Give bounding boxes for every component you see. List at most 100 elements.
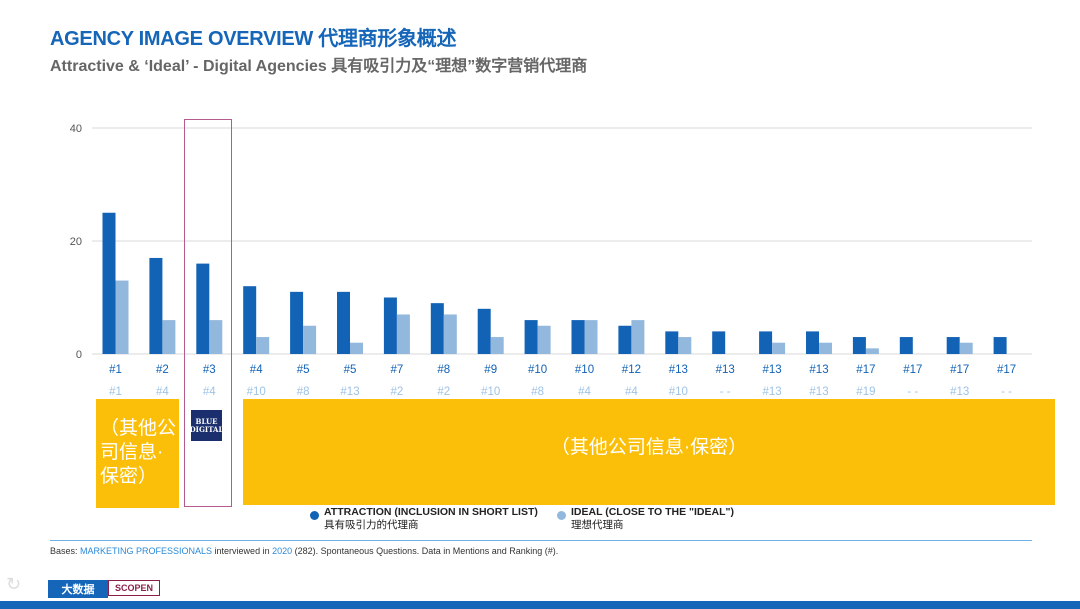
bar-attraction: [524, 320, 538, 354]
bar-ideal: [631, 320, 645, 354]
attraction-rank-label: #17: [950, 364, 969, 376]
bar-attraction: [852, 337, 866, 354]
bar-attraction: [477, 308, 491, 354]
bases-group: MARKETING PROFESSIONALS: [80, 546, 213, 556]
ideal-rank-label: #1: [109, 386, 122, 398]
bases-middle: interviewed in: [212, 546, 273, 556]
attraction-rank-label: #17: [997, 364, 1016, 376]
ideal-rank-label: #2: [391, 386, 404, 398]
bar-ideal: [350, 342, 363, 354]
y-tick-label: 40: [70, 123, 82, 135]
legend-attraction: ATTRACTION (INCLUSION IN SHORT LIST) 具有吸…: [310, 506, 538, 532]
bases-year: 2020: [272, 546, 293, 556]
bar-attraction: [430, 303, 444, 354]
ideal-rank-label: - -: [1001, 386, 1012, 398]
bar-ideal: [865, 348, 879, 354]
logo-line2: DIGITAL: [189, 424, 224, 434]
bar-attraction: [665, 331, 679, 354]
blue-digital-logo: BLUE DIGITAL: [189, 410, 224, 441]
bar-ideal: [490, 337, 504, 354]
attraction-rank-label: #7: [391, 364, 404, 376]
legend-ideal-swatch: [557, 511, 566, 520]
bar-attraction: [337, 291, 350, 354]
attraction-rank-label: #9: [484, 364, 497, 376]
bar-ideal: [959, 342, 973, 354]
bar-attraction: [290, 291, 304, 354]
confidential-text-left: （其他公司信息·保密）: [100, 418, 177, 487]
attraction-rank-label: #10: [528, 364, 547, 376]
bases-suffix: (282). Spontaneous Questions. Data in Me…: [292, 546, 559, 556]
logo-line1: BLUE: [195, 416, 218, 426]
ideal-rank-label: #4: [203, 386, 216, 398]
bar-ideal: [537, 325, 551, 354]
attraction-rank-label: #2: [156, 364, 169, 376]
ideal-rank-label: #8: [531, 386, 544, 398]
bar-ideal: [678, 337, 692, 354]
ideal-rank-label: #13: [340, 386, 359, 398]
ideal-rank-label: #8: [297, 386, 310, 398]
bar-ideal: [584, 320, 598, 354]
legend-attraction-swatch: [310, 511, 319, 520]
legend-ideal: IDEAL (CLOSE TO THE "IDEAL") 理想代理商: [557, 506, 734, 532]
y-tick-label: 20: [70, 236, 82, 248]
attraction-rank-label: #4: [250, 364, 263, 376]
ideal-rank-label: - -: [720, 386, 731, 398]
y-tick-label: 0: [76, 349, 82, 361]
ideal-rank-label: #10: [247, 386, 266, 398]
ideal-rank-label: - -: [907, 386, 918, 398]
bar-ideal: [115, 280, 129, 354]
attraction-rank-label: #13: [669, 364, 688, 376]
bar-attraction: [571, 320, 585, 354]
ideal-rank-label: #13: [950, 386, 969, 398]
attraction-rank-label: #3: [203, 364, 216, 376]
ideal-rank-label: #19: [856, 386, 875, 398]
bar-attraction: [899, 337, 913, 354]
bar-ideal: [256, 337, 270, 354]
attraction-rank-label: #5: [297, 364, 310, 376]
attraction-rank-label: #5: [344, 364, 357, 376]
attraction-rank-label: #13: [716, 364, 735, 376]
bar-attraction: [196, 263, 210, 354]
footer-logo: 大数据: [48, 580, 108, 598]
bar-attraction: [383, 297, 397, 354]
footer-partner-logo: SCOPEN: [108, 580, 161, 596]
bases-note: Bases: MARKETING PROFESSIONALS interview…: [50, 546, 558, 556]
ideal-rank-label: #2: [437, 386, 450, 398]
bar-attraction: [806, 331, 819, 354]
watermark-icon: ↻: [6, 574, 22, 595]
attraction-rank-label: #17: [856, 364, 875, 376]
legend-attraction-cn: 具有吸引力的代理商: [324, 519, 419, 531]
bar-attraction: [712, 331, 726, 354]
bar-ideal: [209, 320, 223, 354]
bar-ideal: [303, 325, 317, 354]
attraction-rank-label: #10: [575, 364, 594, 376]
page-subtitle: Attractive & ‘Ideal’ - Digital Agencies …: [50, 58, 588, 75]
attraction-rank-label: #12: [622, 364, 641, 376]
bar-attraction: [243, 286, 257, 354]
ideal-rank-label: #4: [156, 386, 169, 398]
bar-attraction: [618, 325, 632, 354]
confidential-box-left: （其他公司信息·保密）: [96, 399, 179, 508]
confidential-text-right: （其他公司信息·保密）: [550, 437, 748, 458]
bar-ideal: [162, 320, 176, 354]
bar-ideal: [443, 314, 457, 354]
page-title: AGENCY IMAGE OVERVIEW 代理商形象概述: [50, 28, 457, 50]
attraction-rank-label: #8: [437, 364, 450, 376]
bases-prefix: Bases:: [50, 546, 81, 556]
legend-ideal-en: IDEAL (CLOSE TO THE "IDEAL"): [571, 506, 734, 518]
ideal-rank-label: #4: [578, 386, 591, 398]
ideal-rank-label: #13: [809, 386, 828, 398]
attraction-rank-label: #1: [109, 364, 122, 376]
attraction-rank-label: #17: [903, 364, 922, 376]
bar-ideal: [819, 342, 832, 354]
ideal-rank-label: #10: [481, 386, 500, 398]
footer-divider: [50, 540, 1032, 541]
bar-attraction: [946, 337, 960, 354]
ideal-rank-label: #13: [763, 386, 782, 398]
bar-attraction: [759, 331, 773, 354]
attraction-rank-label: #13: [809, 364, 828, 376]
bar-attraction: [993, 337, 1007, 354]
legend-ideal-cn: 理想代理商: [571, 519, 624, 531]
ideal-rank-label: #4: [625, 386, 638, 398]
